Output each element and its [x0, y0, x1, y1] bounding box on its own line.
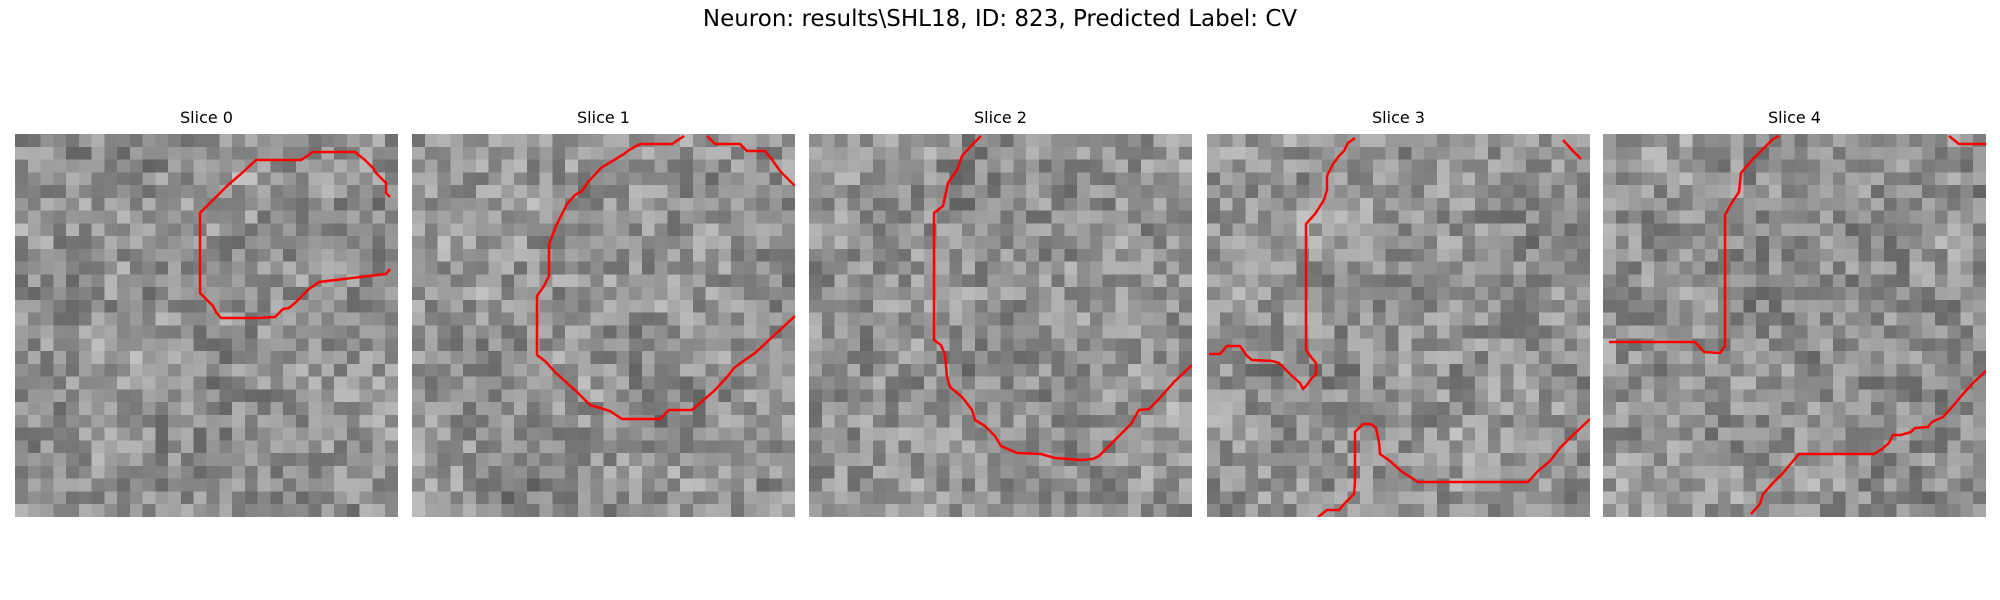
slice-1-title: Slice 1 [577, 108, 630, 127]
slice-3-contour-overlay [1209, 136, 1590, 517]
slice-1-contour-corner [706, 135, 795, 187]
slice-3-image [1207, 134, 1590, 517]
slice-2-image [809, 134, 1192, 517]
slice-3-contour-corner [1562, 139, 1582, 160]
slice-4-contour-corner [1948, 135, 1986, 146]
slice-4-title: Slice 4 [1768, 108, 1821, 127]
slice-3-panel [1207, 134, 1590, 517]
slice-0-image [15, 134, 398, 517]
figure-title: Neuron: results\SHL18, ID: 823, Predicte… [702, 6, 1298, 32]
slice-2-contour [932, 135, 1192, 462]
slice-2-title: Slice 2 [974, 108, 1027, 127]
slice-4-contour-left [1609, 134, 1780, 355]
slice-3-contour-left [1209, 136, 1356, 392]
slice-1-panel [412, 134, 795, 517]
slice-4-contour-bottom [1750, 370, 1986, 515]
slice-1-image [412, 134, 795, 517]
slice-4-panel [1603, 134, 1986, 517]
slice-3-title: Slice 3 [1372, 108, 1425, 127]
slice-2-panel [809, 134, 1192, 517]
slice-1-contour-overlay [535, 134, 795, 421]
slice-0-contour-overlay [198, 150, 391, 320]
slice-0-contour [198, 150, 391, 320]
slice-1-contour [535, 134, 795, 421]
slice-2-contour-overlay [932, 135, 1192, 462]
slice-4-contour-overlay [1609, 134, 1986, 515]
slice-0-panel [15, 134, 398, 517]
slice-4-image [1603, 134, 1986, 517]
slice-0-title: Slice 0 [180, 108, 233, 127]
slice-3-contour-bottom [1317, 418, 1590, 517]
